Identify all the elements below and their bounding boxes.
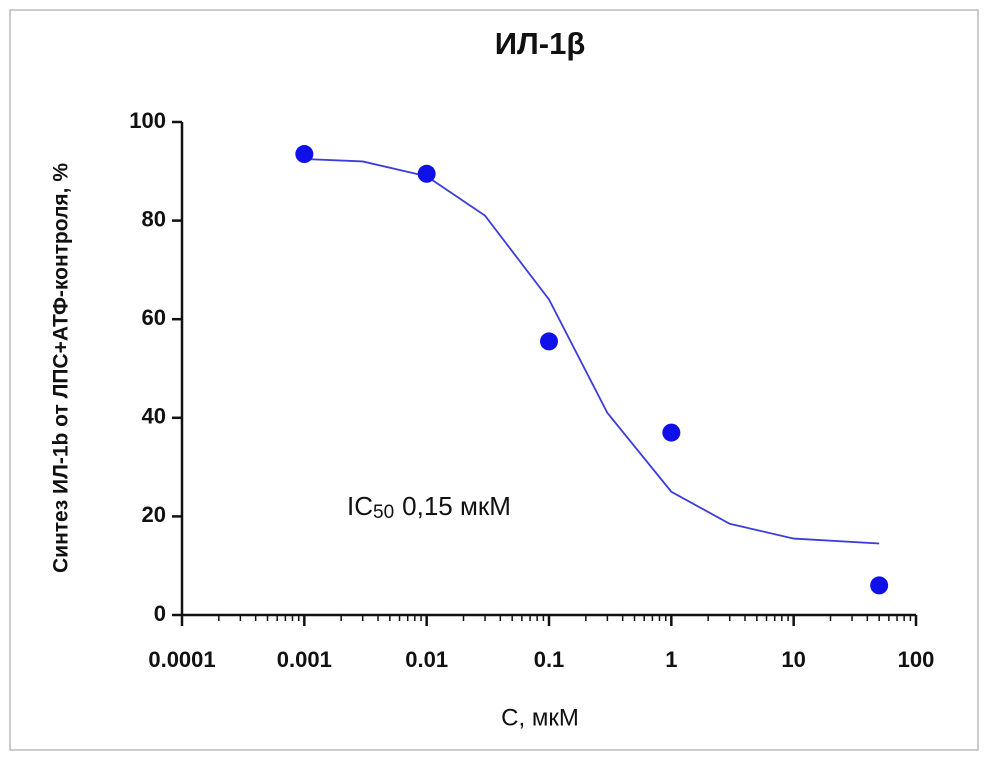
y-tick-label: 100: [129, 108, 166, 133]
x-tick-label: 0.01: [405, 647, 448, 672]
data-point: [540, 332, 558, 351]
y-tick-label: 60: [142, 305, 166, 330]
annotation-sub: 50: [373, 502, 394, 523]
x-axis-label: С, мкМ: [501, 704, 579, 731]
x-tick-label: 0.001: [277, 647, 332, 672]
x-tick-label: 100: [898, 647, 935, 672]
x-tick-label: 10: [781, 647, 805, 672]
frame: [9, 9, 979, 751]
data-point: [662, 423, 681, 442]
y-tick-label: 40: [142, 404, 166, 429]
y-axis-label: Синтез ИЛ-1b от ЛПС+АТФ-контроля, %: [50, 163, 73, 573]
annotation-rest: 0,15 мкМ: [402, 491, 511, 521]
x-tick-label: 0.0001: [148, 647, 215, 672]
y-tick-label: 0: [154, 601, 166, 626]
y-tick-label: 20: [142, 502, 166, 527]
annotation-main: IC: [347, 491, 373, 521]
x-tick-label: 1: [665, 647, 677, 672]
data-point: [417, 164, 436, 183]
y-tick-label: 80: [142, 206, 166, 231]
chart-title: ИЛ-1β: [495, 26, 586, 61]
data-point: [295, 145, 314, 164]
x-tick-label: 0.1: [534, 647, 565, 672]
fit-curve: [304, 158, 880, 545]
annotation: IC50 0,15 мкМ: [347, 491, 511, 523]
data-point: [870, 576, 889, 595]
